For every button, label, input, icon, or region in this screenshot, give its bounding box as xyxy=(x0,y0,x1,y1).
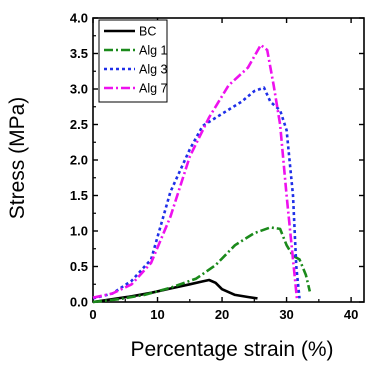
legend-label-alg-3: Alg 3 xyxy=(139,63,168,77)
x-axis-title: Percentage strain (%) xyxy=(130,338,333,361)
y-tick-label: 3.0 xyxy=(70,82,88,97)
y-tick-label: 2.0 xyxy=(70,153,88,168)
series-line-alg-7 xyxy=(92,43,299,299)
series-line-alg-3 xyxy=(92,86,301,300)
y-tick-label: 2.5 xyxy=(70,117,88,132)
y-tick-label: 1.5 xyxy=(70,188,88,203)
y-axis-title: Stress (MPa) xyxy=(6,97,29,220)
y-tick-label: 0.0 xyxy=(70,295,88,310)
x-tick-label: 0 xyxy=(89,307,96,322)
legend-label-bc: BC xyxy=(139,25,156,39)
y-tick-label: 0.5 xyxy=(70,259,88,274)
series-group xyxy=(92,43,312,304)
y-tick-label: 4.0 xyxy=(70,11,88,26)
y-tick-label: 3.5 xyxy=(70,46,88,61)
y-tick-label: 1.0 xyxy=(70,224,88,239)
legend: BC Alg 1 Alg 3 Alg 7 xyxy=(98,19,168,103)
x-tick-label: 10 xyxy=(150,307,164,322)
legend-label-alg-7: Alg 7 xyxy=(139,82,168,96)
x-tick-label: 30 xyxy=(279,307,293,322)
legend-label-alg-1: Alg 1 xyxy=(139,44,168,58)
series-line-alg-1 xyxy=(92,226,312,304)
x-tick-label: 40 xyxy=(344,307,358,322)
x-tick-label: 20 xyxy=(215,307,229,322)
